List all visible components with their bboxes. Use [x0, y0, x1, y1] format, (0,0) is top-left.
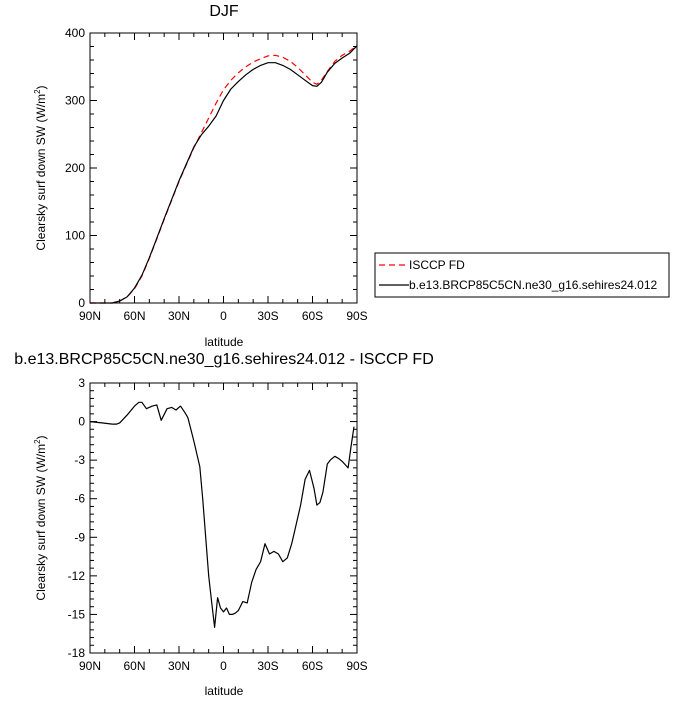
bottom-y-axis-label: Clearsky surf down SW (W/m2)	[33, 435, 48, 600]
1-series-line-0	[89, 401, 355, 628]
0-x-tick-label: 60N	[123, 309, 145, 323]
1-x-tick-label: 30S	[257, 659, 278, 673]
0-x-tick-label: 0	[220, 309, 227, 323]
top-x-axis-label: latitude	[205, 335, 244, 349]
1-y-tick-label: -12	[68, 569, 86, 583]
1-y-tick-label: -18	[68, 646, 86, 660]
0-x-tick-label: 30S	[257, 309, 278, 323]
1-x-tick-label: 0	[220, 659, 227, 673]
0-y-tick-label: 200	[65, 161, 85, 175]
0-x-tick-label: 90N	[79, 309, 101, 323]
bottom-plot: b.e13.BRCP85C5CN.ne30_g16.sehires24.012 …	[14, 351, 434, 698]
1-x-tick-label: 60S	[302, 659, 323, 673]
bottom-plot-title: b.e13.BRCP85C5CN.ne30_g16.sehires24.012 …	[14, 351, 434, 368]
1-y-tick-label: -9	[74, 530, 85, 544]
1-y-tick-label: -3	[74, 453, 85, 467]
0-series-line-1	[90, 45, 358, 304]
top-plot: DJF 90N 60N 30N 0 30S 60S 90S 0 100 200 300 400 lat…	[33, 3, 368, 349]
1-x-tick-label: 30N	[168, 659, 190, 673]
0-y-tick-label: 0	[78, 296, 85, 310]
legend-box	[374, 252, 670, 298]
1-y-tick-label: 0	[78, 415, 85, 429]
0-x-tick-label: 60S	[302, 309, 323, 323]
1-x-tick-label: 60N	[123, 659, 145, 673]
0-y-tick-label: 300	[65, 94, 85, 108]
1-y-tick-label: 3	[78, 376, 85, 390]
1-x-tick-label: 90N	[79, 659, 101, 673]
0-x-tick-label: 30N	[168, 309, 190, 323]
bottom-x-axis-label: latitude	[205, 684, 244, 698]
1-y-tick-label: -6	[74, 492, 85, 506]
0-y-tick-label: 400	[65, 26, 85, 40]
legend-label-isccp: ISCCP FD	[409, 258, 465, 272]
0-y-tick-label: 100	[65, 229, 85, 243]
legend: ISCCP FD b.e13.BRCP85C5CN.ne30_g16.sehir…	[374, 252, 670, 298]
1-y-tick-label: -15	[68, 607, 86, 621]
top-y-axis-label: Clearsky surf down SW (W/m2)	[33, 85, 48, 250]
legend-label-model: b.e13.BRCP85C5CN.ne30_g16.sehires24.012	[409, 278, 657, 292]
1-x-tick-label: 90S	[346, 659, 367, 673]
0-x-tick-label: 90S	[346, 309, 367, 323]
top-plot-title: DJF	[209, 3, 239, 20]
